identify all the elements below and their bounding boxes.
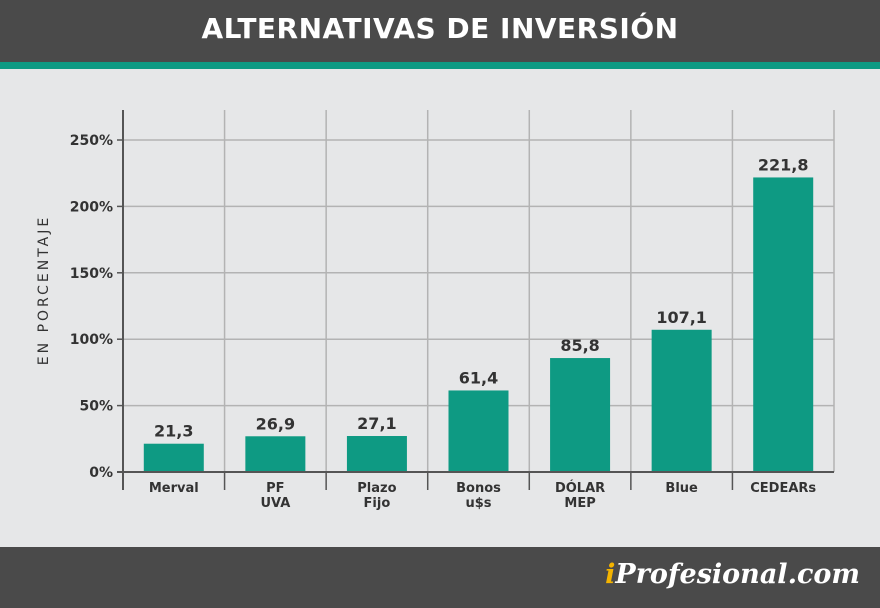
bar-value-label: 85,8 bbox=[560, 336, 599, 355]
bar bbox=[346, 436, 407, 472]
category-label: DÓLAR bbox=[555, 480, 605, 496]
category-label: UVA bbox=[260, 496, 290, 511]
bar-chart: 0% 50% 100% 150% 200% 250% EN PORCENTAJE 21,3 Me… bbox=[36, 110, 835, 511]
brand-name: Profesional.com bbox=[615, 559, 860, 590]
category-label: MEP bbox=[564, 496, 595, 511]
bar bbox=[550, 358, 611, 472]
y-tick-label: 100% bbox=[70, 332, 113, 348]
category-label: CEDEARs bbox=[750, 481, 816, 496]
header-bar bbox=[0, 0, 880, 62]
brand-logo: iProfesional.com bbox=[605, 559, 860, 590]
y-tick-label: 200% bbox=[70, 199, 113, 215]
bar-value-label: 26,9 bbox=[256, 414, 295, 433]
bar-value-label: 221,8 bbox=[758, 155, 809, 174]
category-label: u$s bbox=[465, 496, 491, 511]
y-tick-label: 50% bbox=[79, 399, 113, 415]
bar bbox=[753, 177, 814, 473]
category-label: Fijo bbox=[364, 496, 391, 511]
bar-value-label: 21,3 bbox=[154, 422, 193, 441]
brand-prefix: i bbox=[605, 559, 616, 590]
y-tick-label: 250% bbox=[70, 133, 113, 149]
bar-value-label: 61,4 bbox=[459, 368, 498, 387]
chart-title: ALTERNATIVAS DE INVERSIÓN bbox=[201, 12, 679, 45]
bar-value-label: 27,1 bbox=[357, 414, 396, 433]
bar bbox=[143, 443, 204, 472]
category-label: Blue bbox=[665, 481, 698, 496]
y-axis-label: EN PORCENTAJE bbox=[36, 215, 52, 365]
y-tick-label: 0% bbox=[89, 465, 113, 481]
bar bbox=[448, 390, 509, 472]
category-label: Merval bbox=[149, 481, 199, 496]
bar bbox=[245, 436, 306, 472]
bar bbox=[651, 329, 712, 472]
y-tick-label: 150% bbox=[70, 266, 113, 282]
header-accent-stripe bbox=[0, 62, 880, 69]
chart-area: 0% 50% 100% 150% 200% 250% EN PORCENTAJE 21,3 Me… bbox=[0, 69, 880, 547]
category-label: PF bbox=[266, 481, 284, 496]
category-label: Bonos bbox=[456, 481, 501, 496]
footer-bar: iProfesional.com bbox=[0, 547, 880, 608]
bar-value-label: 107,1 bbox=[656, 308, 707, 327]
category-label: Plazo bbox=[357, 481, 396, 496]
